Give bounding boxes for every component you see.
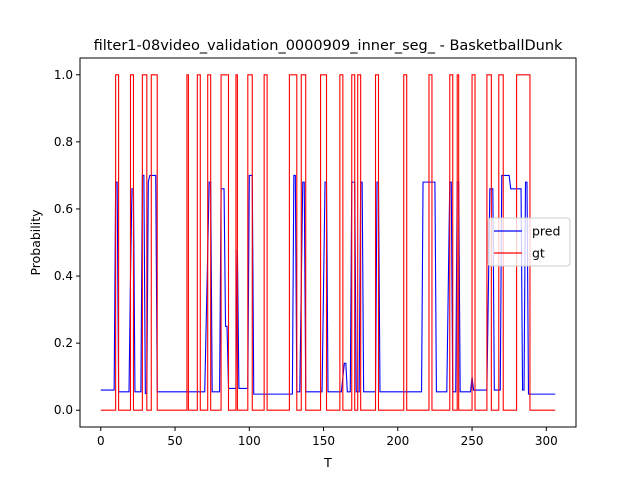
x-tick-label: 100 — [238, 434, 261, 448]
x-tick-label: 0 — [97, 434, 105, 448]
x-tick-label: 300 — [535, 434, 558, 448]
chart-title: filter1-08video_validation_0000909_inner… — [94, 38, 563, 54]
x-axis-label: T — [323, 455, 332, 470]
y-tick-label: 1.0 — [54, 68, 73, 82]
y-axis: 0.0 0.2 0.4 0.6 0.8 1.0 — [54, 68, 80, 417]
legend-gt-label: gt — [532, 246, 545, 261]
x-tick-label: 50 — [167, 434, 182, 448]
series-pred — [100, 174, 556, 395]
y-tick-label: 0.4 — [54, 269, 73, 283]
series-gt — [100, 74, 556, 411]
y-tick-label: 0.0 — [54, 403, 73, 417]
x-tick-label: 250 — [461, 434, 484, 448]
plot-area — [100, 74, 556, 411]
axes-frame — [79, 57, 577, 428]
legend-frame — [487, 217, 571, 267]
x-tick-label: 200 — [386, 434, 409, 448]
y-tick-label: 0.2 — [54, 336, 73, 350]
gt-line — [100, 74, 556, 411]
y-tick-label: 0.8 — [54, 135, 73, 149]
legend: pred gt — [487, 217, 571, 267]
pred-line — [100, 174, 556, 395]
y-tick-label: 0.6 — [54, 202, 73, 216]
x-axis: 0 50 100 150 200 250 300 — [97, 427, 558, 448]
y-axis-label: Probability — [28, 209, 43, 276]
legend-pred-label: pred — [532, 224, 560, 239]
x-tick-label: 150 — [312, 434, 335, 448]
